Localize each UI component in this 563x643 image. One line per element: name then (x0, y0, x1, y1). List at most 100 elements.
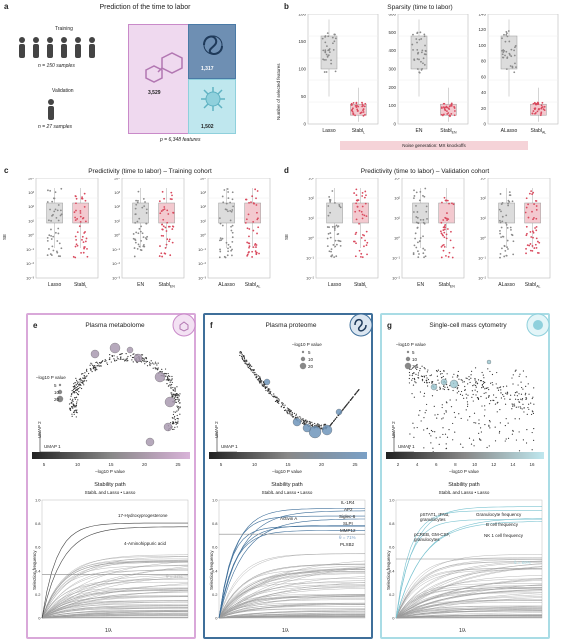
data-point (51, 215, 53, 217)
umap-point (70, 396, 71, 397)
umap-point (512, 403, 513, 404)
data-point (56, 217, 58, 219)
baseline-box (219, 203, 235, 223)
data-point (143, 236, 145, 238)
colorbar-tick: 15 (108, 462, 114, 467)
data-point (220, 223, 222, 225)
umap-point (116, 360, 117, 361)
umap-point (497, 411, 498, 412)
data-point (83, 252, 85, 254)
data-point (80, 216, 82, 218)
data-point (443, 244, 445, 246)
data-point (82, 236, 84, 238)
data-point (256, 204, 258, 206)
umap-point (84, 375, 85, 376)
umap-point (481, 405, 482, 406)
data-point (137, 200, 139, 202)
umap-point (289, 413, 290, 414)
umap-point (171, 379, 172, 380)
data-point (257, 190, 259, 192)
data-point (528, 217, 530, 219)
data-point (510, 55, 512, 57)
umap-point (288, 408, 289, 409)
data-point (445, 106, 447, 108)
data-point (413, 197, 415, 199)
umap-bubble (322, 425, 332, 435)
data-point (419, 199, 421, 201)
data-point (512, 200, 514, 202)
data-point (231, 249, 233, 251)
umap-point (489, 403, 490, 404)
umap-point (169, 379, 170, 380)
data-point (528, 245, 530, 247)
umap-point (86, 380, 87, 381)
umap-point (518, 384, 519, 385)
data-point (256, 244, 258, 246)
umap-point (175, 412, 176, 413)
umap-point (457, 392, 458, 393)
data-point (327, 32, 329, 34)
umap-point (175, 419, 176, 420)
data-point (362, 234, 364, 236)
data-point (503, 34, 505, 36)
molecule-icon (140, 50, 190, 90)
umap-point (528, 409, 529, 410)
data-point (532, 192, 534, 194)
umap-point (114, 360, 115, 361)
data-point (444, 217, 446, 219)
data-point (420, 219, 422, 221)
umap-point (418, 372, 419, 373)
data-point (361, 211, 363, 213)
umap-point (437, 380, 438, 381)
umap-point (495, 426, 496, 427)
data-point (327, 205, 329, 207)
data-point (48, 234, 50, 236)
data-point (336, 244, 338, 246)
data-point (510, 65, 512, 67)
umap-point (424, 367, 425, 368)
umap-bubble (450, 380, 458, 388)
umap-point (242, 355, 243, 356)
umap-point (251, 370, 252, 371)
data-point (536, 247, 538, 249)
tick-label: 0 (303, 122, 306, 127)
umap-point (173, 422, 174, 423)
group-label: StablAL (245, 282, 261, 289)
colorbar-tick: 16 (529, 462, 535, 467)
umap-point (88, 373, 89, 374)
data-point (443, 103, 445, 105)
data-point (504, 245, 506, 247)
umap-point (458, 371, 459, 372)
umap-point (442, 407, 443, 408)
data-point (84, 193, 86, 195)
umap-point (409, 382, 410, 383)
data-point (143, 198, 145, 200)
umap-point (417, 377, 418, 378)
umap-point (522, 388, 523, 389)
data-point (358, 199, 360, 201)
umap-point (127, 360, 128, 361)
umap-point (311, 422, 312, 423)
umap-point (145, 357, 146, 358)
data-point (340, 207, 342, 209)
umap-point (174, 394, 175, 395)
tick-label: 150 (298, 39, 306, 44)
umap-point (247, 364, 248, 365)
umap-point (249, 363, 250, 364)
tick-label: 10² (28, 204, 34, 209)
umap-point (111, 361, 112, 362)
umap-bubble (293, 418, 301, 426)
umap-point (519, 418, 520, 419)
umap-point (522, 399, 523, 400)
umap-point (524, 407, 525, 408)
umap-point (346, 405, 347, 406)
data-point (501, 221, 503, 223)
panel-g-feature-3: B cell frequency (486, 522, 518, 527)
umap-point (155, 362, 156, 363)
umap-point (141, 361, 142, 362)
umap-point (519, 376, 520, 377)
umap-point (409, 378, 410, 379)
umap-point (92, 365, 93, 366)
data-point (508, 41, 510, 43)
data-point (161, 235, 163, 237)
